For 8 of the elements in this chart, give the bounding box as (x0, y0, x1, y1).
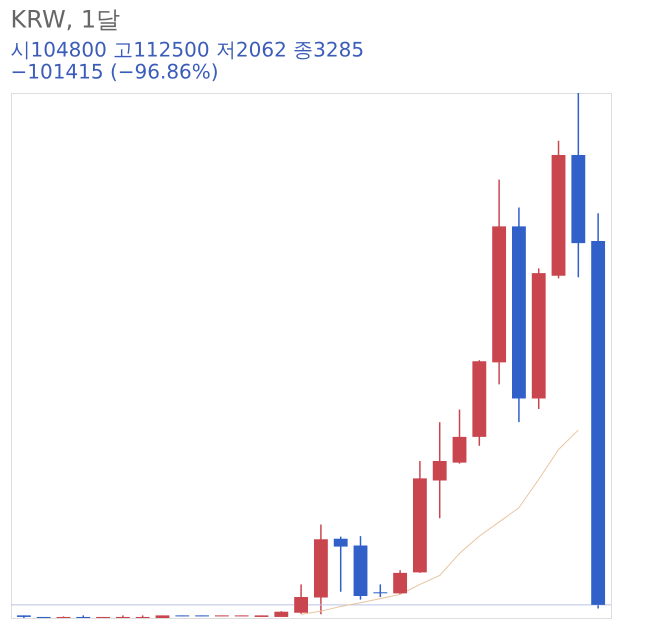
candlestick (334, 536, 348, 592)
text: 시104800 고112500 저2062 종3285 (10, 37, 364, 62)
text: −101415 (−96.86%) (10, 59, 219, 84)
candlestick (373, 584, 388, 598)
candlestick (294, 584, 308, 615)
chart-title: KRW, 1달 (10, 5, 120, 34)
candlestick (393, 569, 408, 596)
candlestick (432, 421, 447, 519)
